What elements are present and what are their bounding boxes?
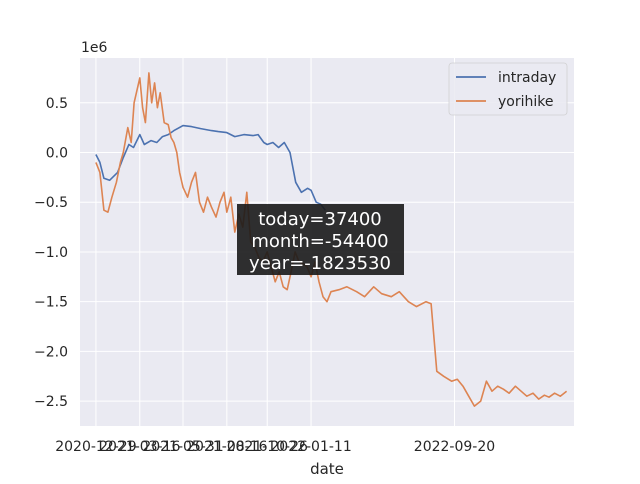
series-line-yorihike bbox=[95, 72, 568, 407]
x-tick-label: 2022-09-20 bbox=[414, 439, 495, 455]
x-axis-label: date bbox=[310, 460, 344, 478]
y-tick-label: −2.0 bbox=[34, 344, 68, 360]
y-tick-label: −1.0 bbox=[34, 245, 68, 261]
legend-label-intraday: intraday bbox=[498, 70, 556, 86]
stats-annotation: today=37400 month=-54400 year=-1823530 bbox=[237, 204, 404, 275]
x-tick-label: 2021-08-16 bbox=[186, 439, 267, 455]
y-tick-label: 0.5 bbox=[46, 96, 68, 112]
y-tick-label: −2.5 bbox=[34, 394, 68, 410]
series-lines bbox=[95, 72, 568, 407]
x-tick-label: 2021-10-26 bbox=[227, 439, 308, 455]
x-tick-label: 2021-05-31 bbox=[142, 439, 223, 455]
x-tick-label: 2022-01-11 bbox=[270, 439, 351, 455]
legend: intraday yorihike bbox=[448, 62, 568, 116]
x-tick-label: 2021-03-16 bbox=[99, 439, 180, 455]
series-line-intraday bbox=[95, 124, 326, 211]
y-tick-labels: 0.5 0.0 −0.5 −1.0 −1.5 −2.0 −2.5 bbox=[34, 96, 68, 410]
y-tick-label: 0.0 bbox=[46, 145, 68, 161]
y-tick-label: −0.5 bbox=[34, 195, 68, 211]
legend-label-yorihike: yorihike bbox=[498, 94, 553, 110]
y-tick-label: −1.5 bbox=[34, 295, 68, 311]
annotation-box bbox=[237, 204, 404, 275]
annotation-today: today=37400 bbox=[258, 209, 382, 230]
x-tick-label: 2020-12-29 bbox=[55, 439, 136, 455]
legend-box bbox=[448, 62, 568, 116]
y-offset-label: 1e6 bbox=[81, 40, 108, 56]
annotation-month: month=-54400 bbox=[251, 231, 388, 252]
annotation-year: year=-1823530 bbox=[249, 253, 391, 274]
x-tick-labels: 2020-12-292021-03-162021-05-312021-08-16… bbox=[55, 439, 495, 455]
grid-lines bbox=[80, 58, 574, 426]
